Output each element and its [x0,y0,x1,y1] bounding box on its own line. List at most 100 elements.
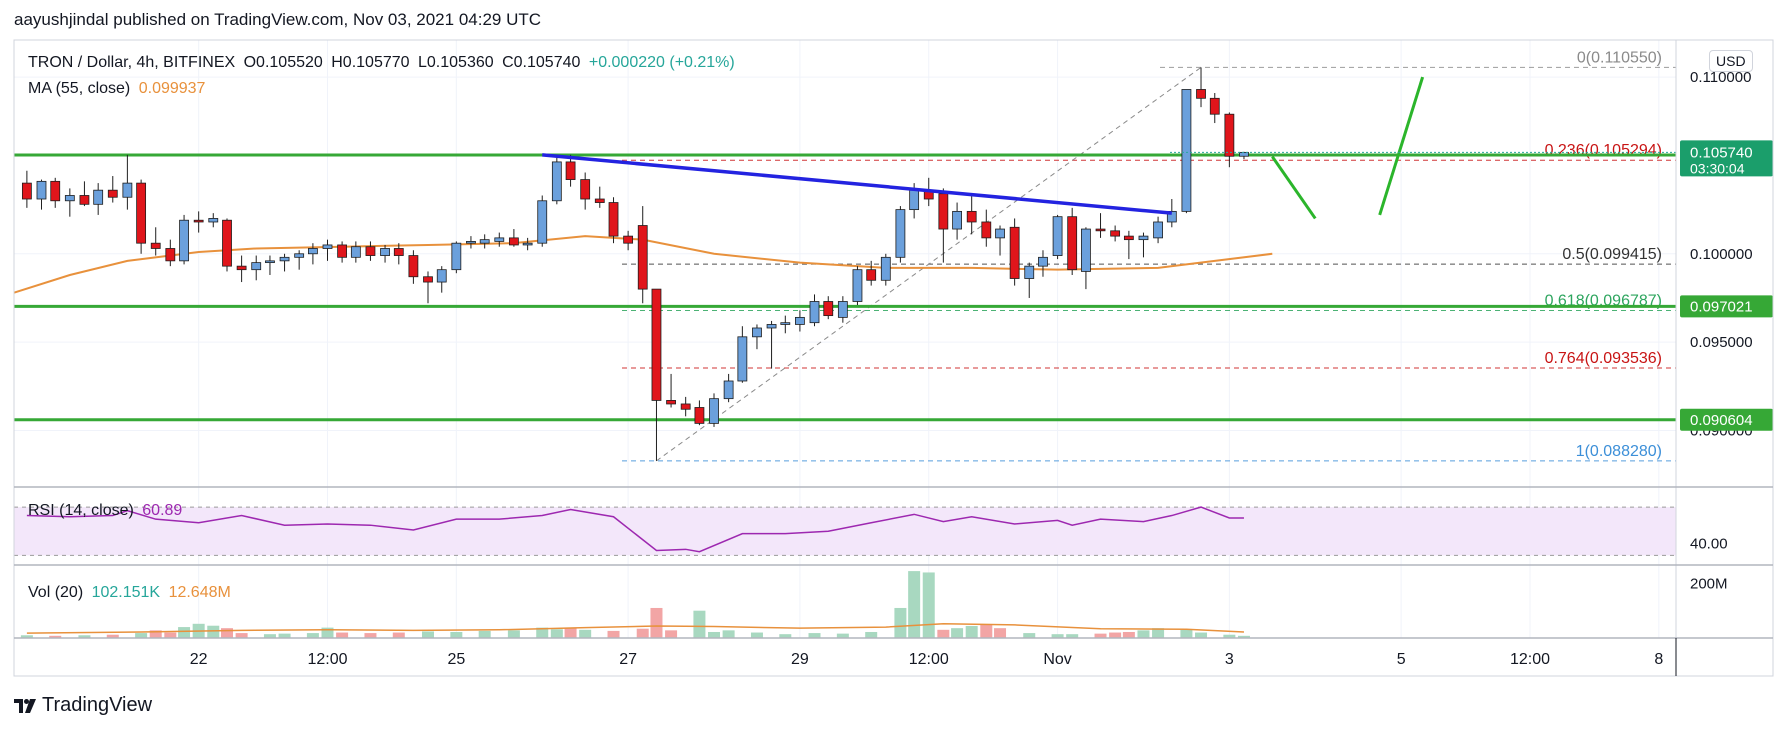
candle [308,243,318,265]
volume-bar [478,630,491,638]
volume-bar [1023,633,1036,638]
candle-body [880,256,891,281]
candle [508,229,519,247]
candle [680,396,691,417]
fib-level-label: 0.236(0.105294) [1545,142,1662,159]
candle [294,250,305,270]
candle [79,181,90,207]
price-axis: 0.1000000.0950000.1100000.0900000.105590… [1170,69,1773,592]
rsi-line [26,506,1244,553]
price-tick-label: 0.095000 [1690,334,1753,351]
rsi-legend: RSI (14, close) 60.89 [28,502,182,520]
rsi-tick-label: 40.00 [1690,535,1728,552]
legend-close: C0.105740 [502,54,581,71]
candle [709,393,719,427]
candle-body [752,327,762,338]
volume-bar [650,607,663,638]
forecast-path [1271,76,1425,220]
volume-bar [221,628,234,638]
candle-body [451,242,462,271]
candlesticks [21,67,1249,461]
candle-body [136,182,147,244]
candle-body [837,301,848,318]
legend-low: L0.105360 [418,54,494,71]
candle [966,195,977,235]
time-tick-label: 8 [1654,651,1663,668]
tradingview-logo[interactable]: TradingView [14,694,152,717]
volume-bar [164,632,177,638]
volume-bar [207,625,220,638]
ma-legend-value: 0.099937 [138,80,206,97]
candle-body [1110,230,1121,237]
candle [265,255,275,275]
candle [1009,218,1020,286]
candle-body [1138,235,1149,241]
legend-change: +0.000220 (+0.21%) [588,54,735,71]
volume-bar [78,635,91,638]
candle [193,211,204,233]
volume-bar [779,634,792,638]
candle-body [1024,265,1035,279]
candle-body [1181,89,1192,212]
candle [365,241,376,261]
volume-bar [135,633,148,638]
current-price-value: 0.105740 [1690,144,1753,161]
candle-body [909,189,920,211]
candle-body [608,202,619,237]
candle [1181,89,1192,214]
candle [64,188,75,217]
candle [823,296,834,320]
fibonacci-retracement: 0(0.110550) 0.236(0.105294) 0.5(0.099415) 0… [622,49,1676,462]
candle [981,209,992,247]
candle-body [795,316,805,325]
volume-bar [278,633,291,638]
candle-body [79,195,90,205]
candle-body [1081,228,1091,272]
price-tick-label: 0.100000 [1690,246,1753,263]
time-tick-label: 29 [791,651,809,668]
candle [1067,207,1078,275]
candle-body [694,407,705,424]
volume-bar [421,631,434,638]
candle-body [666,400,676,405]
candle [952,202,962,240]
candle-body [393,248,404,256]
volume-bar [1137,630,1150,638]
volume-bar [564,628,577,638]
volume-bar [1109,632,1122,638]
time-axis: 22 12:00 25 27 29 12:00 Nov 3 5 12:00 8 [190,651,1664,668]
candle [594,186,605,208]
time-tick-label: 27 [619,651,637,668]
legend-high: H0.105770 [331,54,410,71]
candle-body [265,260,275,264]
candle [380,244,390,263]
candle-body [350,246,361,258]
candle-body [1166,210,1177,223]
candle-body [623,235,634,244]
candle-body [436,269,447,283]
volume-bar [263,634,276,638]
volume-bar [965,625,978,638]
chart-frame [13,39,1774,677]
candle [222,218,232,272]
volume-bar [665,630,678,638]
volume-bar [951,628,964,638]
volume-bar [636,628,649,638]
candle-body [251,262,262,271]
rsi-pane [14,506,1676,556]
candle [995,225,1005,256]
candle-body [494,237,505,242]
currency-button[interactable]: USD [1709,50,1753,72]
candle-body [1038,256,1048,267]
candle [93,183,104,215]
fib-level-label: 0.5(0.099415) [1562,246,1662,263]
candle [666,373,676,408]
candle [551,154,562,205]
volume-bar [836,633,849,638]
support-price-tag [1680,408,1773,431]
candle-body [1224,113,1235,157]
candle [279,253,290,272]
volume-bar [865,631,878,638]
candle-body [1095,228,1106,232]
